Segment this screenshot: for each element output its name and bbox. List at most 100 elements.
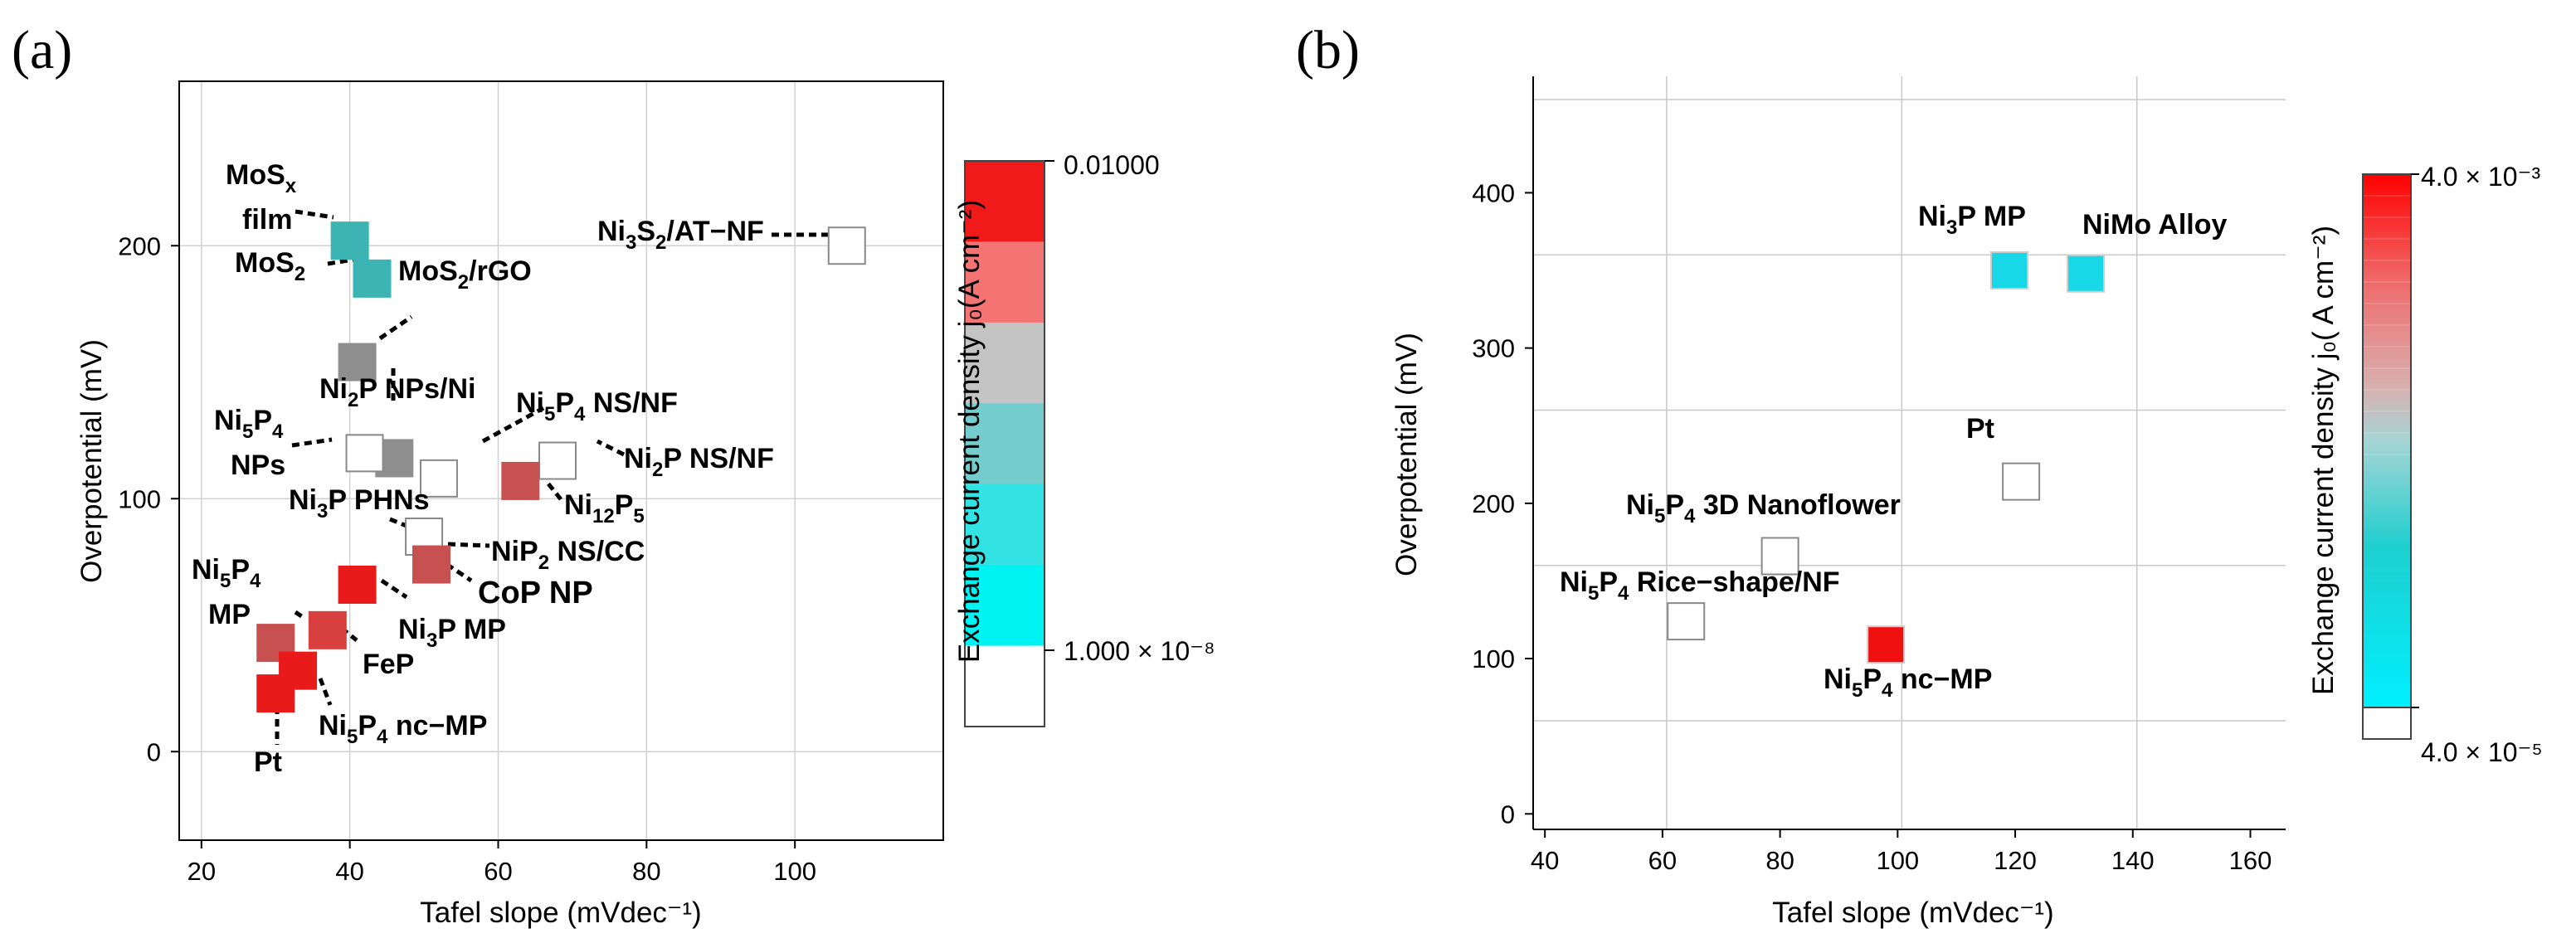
label-ni5p4-mp-part: 5	[220, 570, 231, 592]
y-tick-label: 100	[118, 484, 161, 513]
label-ni2p-nps-ni-part: Ni	[319, 373, 348, 405]
label-ni5p4-nc-mp-part: nc−MP	[1892, 664, 1992, 695]
panel-a-colorbar-tick-top: 0.01000	[1064, 150, 1160, 180]
label-ni3p-phns: Ni3P PHNs	[289, 484, 430, 523]
x-tick-label: 160	[2229, 846, 2272, 875]
label-ni3p-mp: Ni3P MP	[398, 614, 506, 652]
label-ni5p4-rice-shape-nf-part: P	[1599, 566, 1618, 598]
label-ni5p4-rice-shape-nf-part: 5	[1588, 582, 1599, 605]
label-ni3p-phns-part: P PHNs	[328, 484, 429, 516]
label-ni2p-nps-ni: Ni2P NPs/Ni	[319, 373, 475, 411]
label-ni5p4-rice-shape-nf-part: 4	[1618, 582, 1629, 605]
label-ni2p-nps-ni-part: P NPs/Ni	[358, 373, 475, 405]
colorbar-band	[965, 645, 1045, 727]
label-ni5p4-ns-nf: Ni5P4 NS/NF	[516, 387, 678, 425]
label-mos2-rgo-part: 2	[458, 271, 469, 294]
colorbar-band	[965, 484, 1045, 566]
panel-a-points	[256, 221, 866, 713]
label-ni3s2-at-nf-part: Ni	[597, 216, 626, 247]
label-ni5p4-rice-shape-nf-part: Rice−shape/NF	[1629, 566, 1839, 598]
label-ni12p5: Ni12P5	[564, 489, 645, 527]
colorbar-band	[965, 241, 1045, 323]
label-ni5p4-nps: Ni5P4 NPs	[214, 405, 285, 481]
point-ni5p4-ns-nf	[419, 459, 458, 498]
label-nip2-ns-cc-part: 2	[538, 552, 549, 574]
label-mos2-part: 2	[295, 263, 305, 285]
point-nip2-ns-cc	[412, 545, 451, 584]
label-ni5p4-nps-part: 4	[272, 421, 284, 443]
label-ni3s2-at-nf-part: /AT−NF	[666, 216, 763, 247]
label-ni2p-nps-ni-part: 2	[348, 389, 358, 411]
label-ni5p4-ns-nf-part: NS/NF	[585, 387, 677, 419]
panel-b-x-axis-title: Tafel slope (mVdec⁻¹)	[1772, 897, 2053, 929]
label-pt: Pt	[1966, 413, 1994, 445]
label-ni5p4-mp-part: MP	[208, 599, 251, 630]
panel-b-grid	[1533, 76, 2286, 829]
point-ni3s2-at-nf	[827, 226, 866, 265]
x-tick-label: 100	[773, 857, 816, 886]
leader-line	[378, 314, 413, 341]
label-ni12p5-part: 5	[633, 505, 644, 527]
label-cop-np: CoP NP	[478, 576, 593, 610]
x-tick-label: 100	[1876, 846, 1919, 875]
label-ni12p5-part: Ni	[564, 489, 592, 521]
point-ni2p-ns-nf	[538, 441, 577, 480]
panel-a-colorbar-title: Exchange current density j₀(A cm⁻²)	[953, 200, 986, 663]
point-mos2	[353, 259, 392, 298]
label-ni5p4-rice-shape-nf: Ni5P4 Rice−shape/NF	[1560, 566, 1840, 605]
label-ni3p-mp-part: Ni	[398, 614, 426, 645]
point-ni5p4-rice-shape-nf	[1667, 602, 1706, 641]
panel-b-letter: (b)	[1296, 20, 1360, 80]
label-ni5p4-3d-nanoflower-part: 3D Nanoflower	[1695, 489, 1900, 521]
label-fep-part: FeP	[363, 649, 414, 680]
label-mosx-film-part: film	[242, 204, 292, 236]
label-ni5p4-nc-mp-part: 5	[347, 726, 358, 748]
label-ni12p5-part: 12	[592, 505, 615, 527]
x-tick-label: 140	[2111, 846, 2155, 875]
x-tick-label: 80	[1765, 846, 1794, 875]
point-ni5p4-3d-nanoflower	[1760, 537, 1799, 576]
label-ni3p-mp-part: 3	[1946, 216, 1957, 239]
label-nip2-ns-cc: NiP2 NS/CC	[491, 536, 645, 574]
y-tick-label: 400	[1472, 178, 1515, 207]
x-tick-label: 120	[1994, 846, 2037, 875]
label-cop-np-part: CoP NP	[478, 576, 593, 610]
point-ni5p4-nc-mp	[1867, 625, 1906, 664]
y-tick-label: 200	[1472, 489, 1515, 518]
leader-line	[389, 517, 428, 537]
point-pt	[256, 674, 295, 713]
label-ni5p4-ns-nf-part: Ni	[516, 387, 544, 419]
x-tick-label: 40	[1531, 846, 1559, 875]
label-ni5p4-rice-shape-nf-part: Ni	[1560, 566, 1588, 598]
label-ni3s2-at-nf-part: 3	[626, 231, 636, 254]
label-ni5p4-ns-nf-part: 4	[574, 403, 586, 425]
x-tick-label: 20	[187, 857, 216, 886]
label-ni5p4-nc-mp-part: Ni	[1824, 664, 1852, 695]
panel-a-letter: (a)	[12, 20, 72, 80]
panel-a-ticks: 20 40 60 80 100 0 100 200	[118, 231, 816, 886]
label-pt-part: Pt	[1966, 413, 1994, 445]
label-ni5p4-mp-part: P	[231, 554, 250, 586]
label-mos2-part: MoS	[235, 247, 295, 279]
label-ni5p4-nc-mp-part: 4	[1882, 679, 1893, 702]
panel-b-colorbar-tick-bottom: 4.0 × 10⁻⁵	[2421, 737, 2543, 767]
point-mosx-film	[330, 221, 369, 260]
label-nimo-alloy-part: NiMo Alloy	[2082, 209, 2227, 241]
panel-a-grid	[179, 81, 943, 840]
label-mosx-film-part: x	[285, 175, 297, 197]
panel-a-y-axis-title: Overpotential (mV)	[75, 339, 108, 583]
label-ni5p4-ns-nf-part: 5	[544, 403, 555, 425]
label-ni2p-ns-nf: Ni2P NS/NF	[624, 443, 774, 481]
point-fep	[308, 610, 347, 649]
label-ni3p-mp: Ni3P MP	[1918, 201, 2026, 239]
label-nip2-ns-cc-part: NS/CC	[549, 536, 645, 567]
label-mosx-film: MoSx film	[226, 159, 297, 236]
label-ni12p5-part: P	[615, 489, 634, 521]
label-ni5p4-nc-mp-part: Ni	[319, 710, 347, 741]
label-ni5p4-mp-part: Ni	[192, 554, 220, 586]
colorbar-band	[965, 161, 1045, 242]
